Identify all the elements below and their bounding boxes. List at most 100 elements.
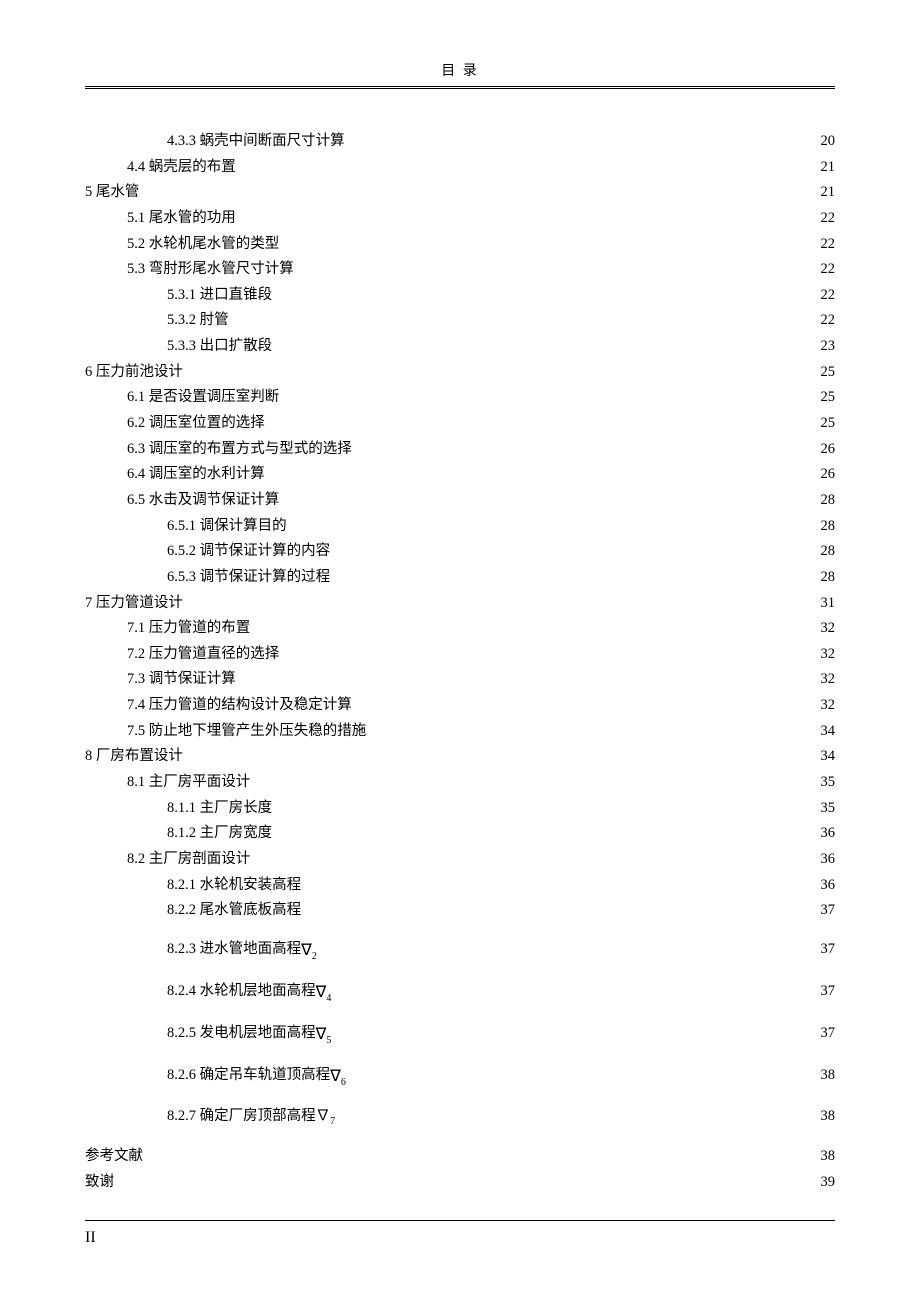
toc-entry: 致谢 39: [85, 1170, 835, 1195]
toc-entry-label: 8.2.6 确定吊车轨道顶高程∇6: [167, 1063, 346, 1091]
toc-entry-page: 22: [821, 308, 836, 333]
toc-entry: 7.5 防止地下埋管产生外压失稳的措施34: [85, 719, 835, 744]
toc-entry-label: 8.2.7 确定厂房顶部高程∇7: [167, 1104, 335, 1130]
toc-entry-page: 35: [821, 770, 836, 795]
toc-entry-label: 8.2.1 水轮机安装高程: [167, 873, 301, 898]
toc-entry-label: 7.3 调节保证计算: [127, 667, 236, 692]
subscript: 7: [330, 1116, 335, 1127]
toc-entry: 5.2 水轮机尾水管的类型22: [85, 232, 835, 257]
toc-entry: 7.3 调节保证计算32: [85, 667, 835, 692]
toc-entry-page: 26: [821, 437, 836, 462]
toc-entry-label: 7 压力管道设计: [85, 591, 183, 616]
toc-entry-label: 8.2.2 尾水管底板高程: [167, 898, 301, 923]
toc-entry-page: 35: [821, 796, 836, 821]
toc-entry-label: 8.2 主厂房剖面设计: [127, 847, 250, 872]
toc-entry-label: 4.4 蜗壳层的布置: [127, 155, 236, 180]
toc-entry: 6.2 调压室位置的选择 25: [85, 411, 835, 436]
page-number: II: [85, 1229, 835, 1247]
toc-entry-label: 7.2 压力管道直径的选择: [127, 642, 279, 667]
toc-entry-label: 8.2.4 水轮机层地面高程∇4: [167, 979, 331, 1007]
header-rule: [85, 86, 835, 89]
toc-entry: 7 压力管道设计 31: [85, 591, 835, 616]
page-footer: II: [85, 1220, 835, 1247]
toc-entry-page: 32: [821, 642, 836, 667]
toc-entry-label: 6.4 调压室的水利计算: [127, 462, 265, 487]
toc-entry: 5 尾水管 21: [85, 180, 835, 205]
toc-entry: 6 压力前池设计 25: [85, 360, 835, 385]
toc-entry: 8.2.2 尾水管底板高程 37: [85, 898, 835, 923]
toc-entry-label: 6.5.1 调保计算目的: [167, 514, 287, 539]
toc-entry-label: 6.1 是否设置调压室判断: [127, 385, 279, 410]
toc-entry-page: 37: [821, 1021, 836, 1046]
toc-entry-page: 38: [821, 1144, 836, 1169]
nabla-symbol: ∇2: [301, 937, 317, 965]
toc-entry-label: 6.5.3 调节保证计算的过程: [167, 565, 330, 590]
toc-entry-page: 37: [821, 979, 836, 1004]
toc-entry-label: 8.1 主厂房平面设计: [127, 770, 250, 795]
toc-entry-page: 34: [821, 744, 836, 769]
toc-entry-page: 22: [821, 257, 836, 282]
toc-entry-label: 6.3 调压室的布置方式与型式的选择: [127, 437, 352, 462]
toc-entry-label: 7.4 压力管道的结构设计及稳定计算: [127, 693, 352, 718]
toc-entry-label: 5.2 水轮机尾水管的类型: [127, 232, 279, 257]
toc-entry-page: 31: [821, 591, 836, 616]
toc-entry-page: 25: [821, 360, 836, 385]
document-page: 目 录 4.3.3 蜗壳中间断面尺寸计算204.4 蜗壳层的布置215 尾水管2…: [0, 0, 920, 1302]
toc-entry-page: 34: [821, 719, 836, 744]
toc-entry-page: 36: [821, 873, 836, 898]
toc-entry-label: 5 尾水管: [85, 180, 139, 205]
toc-entry: 6.5 水击及调节保证计算 28: [85, 488, 835, 513]
toc-entry: 8.1.1 主厂房长度 35: [85, 796, 835, 821]
toc-entry-page: 28: [821, 539, 836, 564]
toc-entry-page: 32: [821, 693, 836, 718]
toc-entry-label: 致谢: [85, 1170, 114, 1195]
toc-entry: 8 厂房布置设计 34: [85, 744, 835, 769]
toc-entry: 5.3 弯肘形尾水管尺寸计算22: [85, 257, 835, 282]
toc-entry: 7.1 压力管道的布置 32: [85, 616, 835, 641]
toc-entry-page: 25: [821, 411, 836, 436]
toc-entry: 8.1.2 主厂房宽度36: [85, 821, 835, 846]
toc-entry-label: 5.3.2 肘管: [167, 308, 229, 333]
page-header-title: 目 录: [85, 60, 835, 80]
table-of-contents: 4.3.3 蜗壳中间断面尺寸计算204.4 蜗壳层的布置215 尾水管215.1…: [85, 129, 835, 1195]
toc-entry: 8.2 主厂房剖面设计 36: [85, 847, 835, 872]
toc-entry: 6.4 调压室的水利计算 26: [85, 462, 835, 487]
toc-entry-label: 6 压力前池设计: [85, 360, 183, 385]
toc-entry-page: 39: [821, 1170, 836, 1195]
toc-entry-page: 37: [821, 937, 836, 962]
toc-entry: 5.3.1 进口直锥段22: [85, 283, 835, 308]
toc-entry-page: 37: [821, 898, 836, 923]
toc-entry-label: 8.2.5 发电机层地面高程∇5: [167, 1021, 331, 1049]
toc-entry-label: 8.1.2 主厂房宽度: [167, 821, 272, 846]
toc-entry-label: 5.1 尾水管的功用: [127, 206, 236, 231]
toc-entry-page: 32: [821, 616, 836, 641]
toc-entry: 6.3 调压室的布置方式与型式的选择 26: [85, 437, 835, 462]
toc-entry: 7.2 压力管道直径的选择 32: [85, 642, 835, 667]
toc-entry-page: 23: [821, 334, 836, 359]
toc-entry: 4.4 蜗壳层的布置21: [85, 155, 835, 180]
toc-entry-label: 6.2 调压室位置的选择: [127, 411, 265, 436]
toc-entry-page: 28: [821, 488, 836, 513]
toc-entry-page: 25: [821, 385, 836, 410]
toc-entry-page: 26: [821, 462, 836, 487]
toc-entry: 8.2.3 进水管地面高程∇2 37: [85, 937, 835, 965]
toc-entry-label: 5.3.3 出口扩散段: [167, 334, 272, 359]
toc-entry: 6.5.3 调节保证计算的过程28: [85, 565, 835, 590]
toc-entry-label: 7.1 压力管道的布置: [127, 616, 250, 641]
toc-entry: 5.1 尾水管的功用22: [85, 206, 835, 231]
toc-entry-label: 参考文献: [85, 1144, 143, 1169]
toc-entry-page: 28: [821, 514, 836, 539]
toc-entry-page: 36: [821, 847, 836, 872]
toc-entry-label: 8.1.1 主厂房长度: [167, 796, 272, 821]
footer-rule: [85, 1220, 835, 1221]
nabla-symbol: ∇5: [316, 1021, 332, 1049]
toc-entry: 8.2.7 确定厂房顶部高程∇738: [85, 1104, 835, 1130]
toc-entry-label: 8 厂房布置设计: [85, 744, 183, 769]
toc-entry: 8.2.6 确定吊车轨道顶高程∇6 38: [85, 1063, 835, 1091]
toc-entry-page: 21: [821, 180, 836, 205]
toc-entry: 6.1 是否设置调压室判断 25: [85, 385, 835, 410]
toc-entry: 4.3.3 蜗壳中间断面尺寸计算20: [85, 129, 835, 154]
toc-entry-label: 6.5 水击及调节保证计算: [127, 488, 279, 513]
toc-entry: 6.5.2 调节保证计算的内容28: [85, 539, 835, 564]
toc-entry: 8.2.4 水轮机层地面高程∇4 37: [85, 979, 835, 1007]
